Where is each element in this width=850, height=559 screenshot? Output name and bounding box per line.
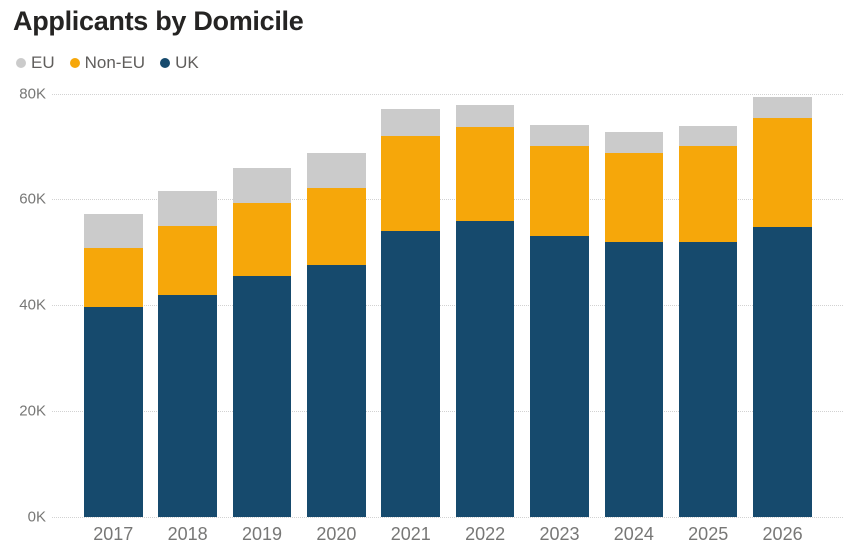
- bar-2017-non-eu-segment[interactable]: [84, 247, 143, 308]
- x-axis-label-2019: 2019: [241, 524, 282, 544]
- bar-2018-non-eu-segment[interactable]: [158, 226, 217, 295]
- bar-2024-eu-segment[interactable]: [604, 131, 664, 154]
- bar-2025-eu-segment[interactable]: [678, 126, 738, 147]
- bar-2021-uk-segment[interactable]: [381, 231, 440, 517]
- x-axis-label-2018: 2018: [167, 524, 208, 544]
- bar-2020-uk-segment[interactable]: [307, 265, 366, 517]
- bar-2018: [158, 191, 217, 517]
- bar-2019: [232, 167, 292, 517]
- bar-2023-eu-segment[interactable]: [530, 125, 589, 146]
- gridline-40k: [52, 305, 843, 307]
- bar-2026: [753, 97, 812, 517]
- bar-2020-non-eu-segment[interactable]: [307, 187, 366, 266]
- bar-2020: [307, 153, 366, 517]
- legend-item-uk[interactable]: UK: [160, 53, 199, 73]
- y-axis-label-40k: 40K: [19, 296, 46, 314]
- bar-2023-uk-segment[interactable]: [530, 236, 589, 517]
- y-axis-label-20k: 20K: [19, 402, 46, 420]
- bar-2025: [678, 126, 738, 517]
- legend-item-non-eu[interactable]: Non-EU: [69, 53, 146, 73]
- bar-2022-eu-segment[interactable]: [455, 104, 515, 128]
- bar-2019-eu-segment[interactable]: [232, 167, 292, 203]
- bar-2023-non-eu-segment[interactable]: [530, 145, 589, 237]
- bar-2017: [84, 213, 143, 517]
- bar-2026-non-eu-segment[interactable]: [753, 118, 812, 228]
- x-axis-label-2023: 2023: [539, 524, 580, 544]
- bar-2024-uk-segment[interactable]: [604, 241, 664, 517]
- legend-dot-uk-icon: [160, 58, 171, 68]
- chart-title: Applicants by Domicile: [13, 6, 304, 36]
- bar-2017-uk-segment[interactable]: [84, 307, 143, 517]
- x-axis-label-2026: 2026: [762, 524, 803, 544]
- bar-2024-non-eu-segment[interactable]: [604, 153, 664, 242]
- bar-2018-uk-segment[interactable]: [158, 294, 217, 517]
- bar-2021-non-eu-segment[interactable]: [381, 135, 440, 232]
- legend-dot-non-eu-icon: [69, 58, 80, 68]
- bar-2022-non-eu-segment[interactable]: [455, 127, 515, 221]
- bar-2021-eu-segment[interactable]: [381, 109, 440, 136]
- bar-2021: [381, 109, 440, 517]
- legend-label-non-eu: Non-EU: [84, 53, 146, 72]
- y-axis-label-60k: 60K: [19, 190, 46, 208]
- bar-2024: [604, 131, 664, 517]
- bar-2025-uk-segment[interactable]: [678, 241, 738, 517]
- legend-label-uk: UK: [175, 53, 199, 72]
- bar-2019-non-eu-segment[interactable]: [232, 202, 292, 277]
- gridline-0k: [52, 517, 843, 518]
- y-axis-label-80k: 80K: [19, 85, 46, 102]
- x-axis-label-2022: 2022: [465, 524, 506, 544]
- bar-2022-uk-segment[interactable]: [455, 220, 515, 517]
- bar-2020-eu-segment[interactable]: [307, 153, 366, 188]
- y-axis-label-0k: 0K: [27, 508, 46, 526]
- bar-2017-eu-segment[interactable]: [84, 213, 143, 248]
- x-axis-label-2020: 2020: [316, 524, 357, 544]
- legend-dot-eu-icon: [16, 58, 26, 68]
- chart-legend: EU Non-EU UK: [16, 53, 199, 73]
- gridline-20k: [52, 411, 843, 413]
- x-axis-label-2017: 2017: [93, 524, 134, 544]
- x-axis-label-2024: 2024: [613, 524, 654, 544]
- bar-2026-eu-segment[interactable]: [753, 97, 812, 119]
- gridline-60k: [52, 199, 843, 201]
- legend-item-eu[interactable]: EU: [16, 53, 55, 73]
- legend-label-eu: EU: [31, 53, 55, 72]
- bar-2025-non-eu-segment[interactable]: [678, 146, 738, 242]
- bar-2019-uk-segment[interactable]: [232, 276, 292, 517]
- bar-2026-uk-segment[interactable]: [753, 227, 812, 517]
- bar-2018-eu-segment[interactable]: [158, 191, 217, 227]
- x-axis-label-2025: 2025: [688, 524, 729, 544]
- bar-2023: [530, 125, 589, 517]
- x-axis-label-2021: 2021: [390, 524, 431, 544]
- bar-2022: [455, 104, 515, 517]
- gridline-80k: [52, 93, 843, 95]
